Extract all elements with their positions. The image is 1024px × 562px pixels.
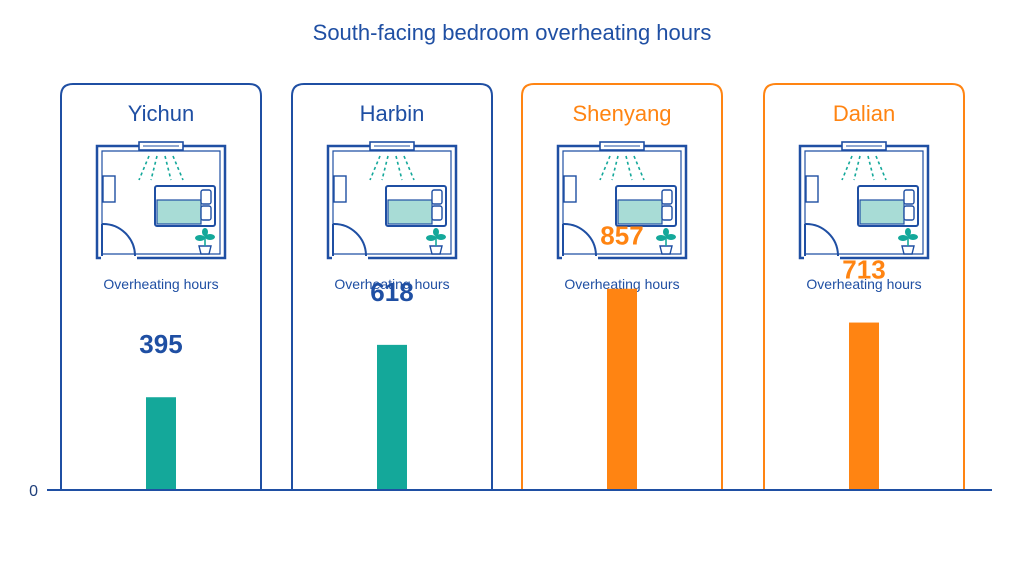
- panel-caption: Overheating hours: [564, 276, 679, 292]
- sunlight-ray: [599, 155, 611, 181]
- room-wall-inner: [332, 150, 452, 255]
- pillow-icon: [200, 189, 212, 205]
- category-label: Yichun: [128, 101, 194, 126]
- plant-leaf-icon: [433, 228, 439, 236]
- plant-pot-icon: [198, 245, 212, 255]
- panel-frame: [60, 83, 262, 490]
- door-arc-icon: [562, 222, 597, 257]
- sunlight-ray: [381, 155, 389, 181]
- bed-blanket: [387, 199, 433, 225]
- sunlight-ray: [369, 155, 381, 181]
- wardrobe-icon: [333, 175, 347, 203]
- bed-blanket: [859, 199, 905, 225]
- wardrobe-icon: [805, 175, 819, 203]
- sunlight-ray: [395, 155, 403, 181]
- door-arc-icon: [332, 222, 367, 257]
- bed-blanket: [156, 199, 202, 225]
- sunlight-ray: [611, 155, 619, 181]
- pillow-icon: [903, 189, 915, 205]
- panel-caption: Overheating hours: [103, 276, 218, 292]
- plant-leaf-icon: [202, 228, 208, 236]
- sunlight-ray: [172, 155, 184, 181]
- door-arc-icon: [804, 222, 839, 257]
- category-label: Dalian: [833, 101, 895, 126]
- plant-leaf-icon: [426, 235, 436, 241]
- sunlight-ray: [150, 155, 158, 181]
- panel-frame: [521, 83, 723, 490]
- sunlight-ray: [867, 155, 875, 181]
- bed-blanket: [617, 199, 663, 225]
- plant-pot-icon: [901, 245, 915, 255]
- category-label: Shenyang: [572, 101, 671, 126]
- data-label: 618: [370, 277, 413, 307]
- category-label: Harbin: [360, 101, 425, 126]
- plant-leaf-icon: [666, 234, 676, 240]
- data-label: 713: [842, 255, 885, 285]
- plant-leaf-icon: [195, 235, 205, 241]
- room-wall-inner: [562, 150, 682, 255]
- bar-dalian: [849, 322, 879, 490]
- room-wall-inner: [804, 150, 924, 255]
- sunlight-ray: [841, 155, 853, 181]
- plant-leaf-icon: [436, 234, 446, 240]
- sunlight-ray: [625, 155, 633, 181]
- y-tick-label: 0: [29, 483, 38, 500]
- panel-frame: [291, 83, 493, 490]
- city-panel-yichun: Yichun Overheating hours 395: [60, 83, 262, 490]
- plant-leaf-icon: [656, 235, 666, 241]
- plant-leaf-icon: [908, 234, 918, 240]
- panel-caption: Overheating hours: [334, 276, 449, 292]
- city-panel-shenyang: Shenyang Overheating hours 857: [521, 83, 723, 490]
- pillow-icon: [431, 189, 443, 205]
- sunlight-ray: [633, 155, 645, 181]
- pillow-icon: [903, 205, 915, 221]
- plant-leaf-icon: [905, 228, 911, 236]
- door-arc-icon: [101, 222, 136, 257]
- city-panels: Yichun Overheating hours 395 Harbin Overheat…: [60, 83, 965, 490]
- wardrobe-icon: [563, 175, 577, 203]
- pillow-icon: [661, 189, 673, 205]
- sunlight-ray: [138, 155, 150, 181]
- wardrobe-icon: [102, 175, 116, 203]
- panel-frame: [763, 83, 965, 490]
- bar-harbin: [377, 344, 407, 490]
- sunlight-ray: [403, 155, 415, 181]
- plant-pot-icon: [429, 245, 443, 255]
- data-label: 395: [139, 329, 182, 359]
- plant-pot-icon: [659, 245, 673, 255]
- plant-leaf-icon: [205, 234, 215, 240]
- bar-yichun: [146, 397, 176, 490]
- pillow-icon: [200, 205, 212, 221]
- plant-leaf-icon: [898, 235, 908, 241]
- pillow-icon: [661, 205, 673, 221]
- data-label: 857: [600, 221, 643, 251]
- sunlight-ray: [875, 155, 887, 181]
- sunlight-ray: [164, 155, 172, 181]
- panel-caption: Overheating hours: [806, 276, 921, 292]
- pillow-icon: [431, 205, 443, 221]
- plant-leaf-icon: [663, 228, 669, 236]
- bar-shenyang: [607, 288, 637, 490]
- room-wall-inner: [101, 150, 221, 255]
- sunlight-ray: [853, 155, 861, 181]
- chart-title: South-facing bedroom overheating hours: [312, 20, 712, 45]
